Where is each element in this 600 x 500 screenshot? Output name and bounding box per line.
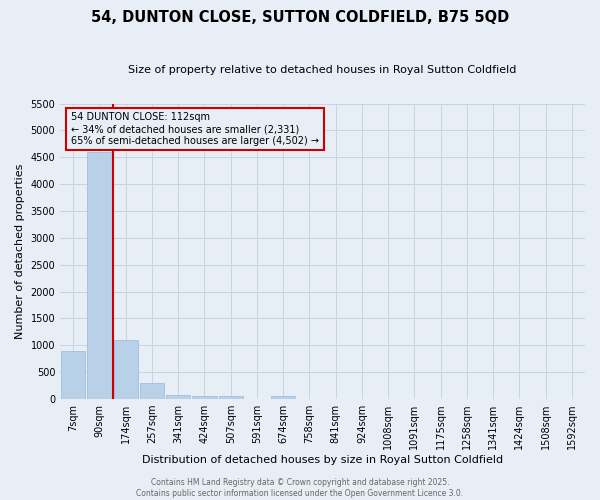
Bar [193,396,217,399]
Bar [113,340,138,399]
Bar [218,396,243,399]
Text: 54, DUNTON CLOSE, SUTTON COLDFIELD, B75 5QD: 54, DUNTON CLOSE, SUTTON COLDFIELD, B75 … [91,10,509,25]
X-axis label: Distribution of detached houses by size in Royal Sutton Coldfield: Distribution of detached houses by size … [142,455,503,465]
Y-axis label: Number of detached properties: Number of detached properties [15,164,25,339]
Bar [140,383,164,399]
Title: Size of property relative to detached houses in Royal Sutton Coldfield: Size of property relative to detached ho… [128,65,517,75]
Bar [166,395,190,399]
Bar [61,350,85,399]
Text: Contains HM Land Registry data © Crown copyright and database right 2025.
Contai: Contains HM Land Registry data © Crown c… [136,478,464,498]
Bar [88,152,112,399]
Bar [271,396,295,399]
Text: 54 DUNTON CLOSE: 112sqm
← 34% of detached houses are smaller (2,331)
65% of semi: 54 DUNTON CLOSE: 112sqm ← 34% of detache… [71,112,319,146]
